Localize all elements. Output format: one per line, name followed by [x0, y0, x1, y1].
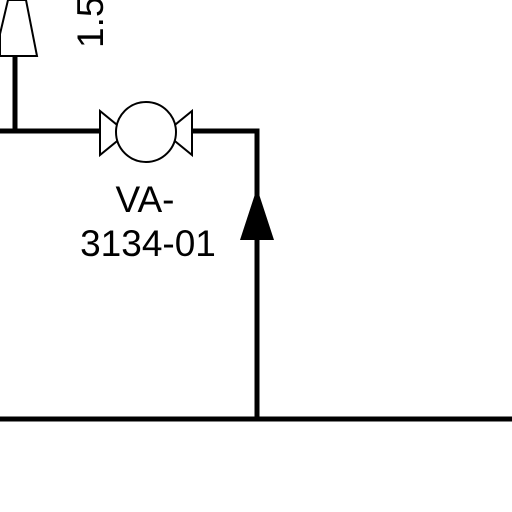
valve-right-wing [163, 108, 193, 158]
valve-tag-line1: VA- [116, 179, 175, 220]
flow-arrow-up-icon [240, 188, 274, 240]
pipe-valve-outlet [190, 128, 260, 418]
globe-valve-icon [99, 101, 193, 163]
valve-left-wing [99, 108, 129, 158]
valve-body [115, 101, 177, 163]
reducer-icon [0, 0, 39, 57]
valve-tag-line2: 3134-01 [80, 223, 216, 264]
line-size-label: 1.5 [70, 0, 111, 48]
